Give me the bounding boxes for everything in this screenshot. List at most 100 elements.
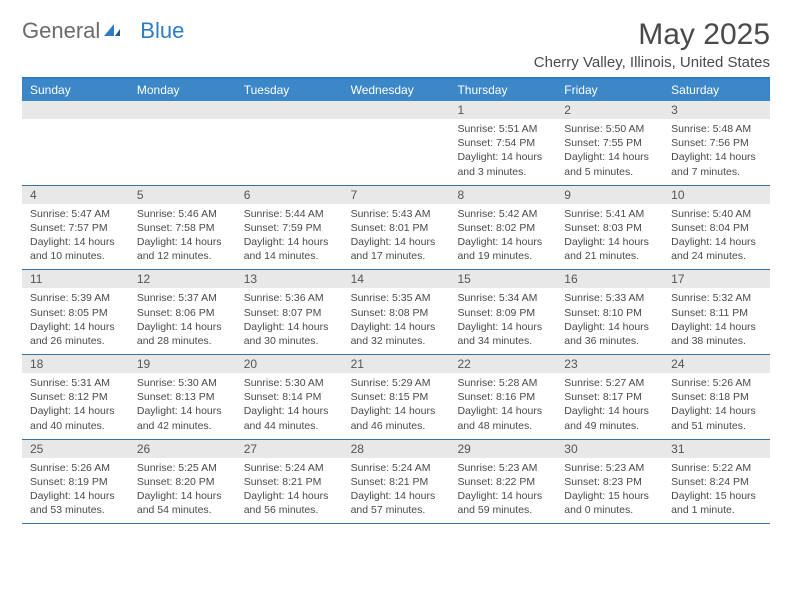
sunset-text: Sunset: 8:13 PM	[137, 390, 228, 404]
day-cell: 7Sunrise: 5:43 AMSunset: 8:01 PMDaylight…	[343, 186, 450, 270]
daylight-text: Daylight: 14 hours and 40 minutes.	[30, 404, 121, 432]
day-number: 9	[556, 186, 663, 204]
weekday-header: Saturday	[663, 79, 770, 101]
day-number: 29	[449, 440, 556, 458]
daylight-text: Daylight: 14 hours and 12 minutes.	[137, 235, 228, 263]
day-cell: 23Sunrise: 5:27 AMSunset: 8:17 PMDayligh…	[556, 355, 663, 439]
sunset-text: Sunset: 8:20 PM	[137, 475, 228, 489]
day-cell: 6Sunrise: 5:44 AMSunset: 7:59 PMDaylight…	[236, 186, 343, 270]
sunset-text: Sunset: 8:04 PM	[671, 221, 762, 235]
sunset-text: Sunset: 8:21 PM	[244, 475, 335, 489]
day-info: Sunrise: 5:29 AMSunset: 8:15 PMDaylight:…	[343, 373, 450, 439]
daylight-text: Daylight: 14 hours and 28 minutes.	[137, 320, 228, 348]
day-cell	[236, 101, 343, 185]
day-cell: 10Sunrise: 5:40 AMSunset: 8:04 PMDayligh…	[663, 186, 770, 270]
sunset-text: Sunset: 8:16 PM	[457, 390, 548, 404]
sunrise-text: Sunrise: 5:32 AM	[671, 291, 762, 305]
daylight-text: Daylight: 14 hours and 46 minutes.	[351, 404, 442, 432]
daylight-text: Daylight: 14 hours and 30 minutes.	[244, 320, 335, 348]
daylight-text: Daylight: 14 hours and 56 minutes.	[244, 489, 335, 517]
day-cell	[22, 101, 129, 185]
day-info: Sunrise: 5:32 AMSunset: 8:11 PMDaylight:…	[663, 288, 770, 354]
day-cell: 4Sunrise: 5:47 AMSunset: 7:57 PMDaylight…	[22, 186, 129, 270]
day-number: 25	[22, 440, 129, 458]
sunrise-text: Sunrise: 5:26 AM	[30, 461, 121, 475]
sunrise-text: Sunrise: 5:51 AM	[457, 122, 548, 136]
day-number: 12	[129, 270, 236, 288]
calendar: Sunday Monday Tuesday Wednesday Thursday…	[22, 77, 770, 524]
day-info: Sunrise: 5:40 AMSunset: 8:04 PMDaylight:…	[663, 204, 770, 270]
day-number: 6	[236, 186, 343, 204]
sunset-text: Sunset: 8:11 PM	[671, 306, 762, 320]
day-cell: 20Sunrise: 5:30 AMSunset: 8:14 PMDayligh…	[236, 355, 343, 439]
day-number: 30	[556, 440, 663, 458]
sunrise-text: Sunrise: 5:33 AM	[564, 291, 655, 305]
day-info: Sunrise: 5:43 AMSunset: 8:01 PMDaylight:…	[343, 204, 450, 270]
logo-sail-icon	[102, 18, 122, 44]
sunset-text: Sunset: 8:07 PM	[244, 306, 335, 320]
day-info: Sunrise: 5:24 AMSunset: 8:21 PMDaylight:…	[343, 458, 450, 524]
logo-text-general: General	[22, 18, 100, 44]
day-cell: 5Sunrise: 5:46 AMSunset: 7:58 PMDaylight…	[129, 186, 236, 270]
weekday-header: Thursday	[449, 79, 556, 101]
day-number: 5	[129, 186, 236, 204]
day-number: 4	[22, 186, 129, 204]
sunset-text: Sunset: 8:06 PM	[137, 306, 228, 320]
sunrise-text: Sunrise: 5:43 AM	[351, 207, 442, 221]
day-number	[236, 101, 343, 119]
day-number: 16	[556, 270, 663, 288]
day-info: Sunrise: 5:33 AMSunset: 8:10 PMDaylight:…	[556, 288, 663, 354]
day-info: Sunrise: 5:47 AMSunset: 7:57 PMDaylight:…	[22, 204, 129, 270]
day-number: 2	[556, 101, 663, 119]
sunset-text: Sunset: 8:01 PM	[351, 221, 442, 235]
sunrise-text: Sunrise: 5:34 AM	[457, 291, 548, 305]
daylight-text: Daylight: 14 hours and 10 minutes.	[30, 235, 121, 263]
daylight-text: Daylight: 14 hours and 32 minutes.	[351, 320, 442, 348]
day-cell	[129, 101, 236, 185]
sunset-text: Sunset: 8:03 PM	[564, 221, 655, 235]
day-number: 21	[343, 355, 450, 373]
day-cell: 15Sunrise: 5:34 AMSunset: 8:09 PMDayligh…	[449, 270, 556, 354]
daylight-text: Daylight: 14 hours and 57 minutes.	[351, 489, 442, 517]
sunrise-text: Sunrise: 5:29 AM	[351, 376, 442, 390]
day-info: Sunrise: 5:22 AMSunset: 8:24 PMDaylight:…	[663, 458, 770, 524]
weekday-header: Wednesday	[343, 79, 450, 101]
day-number: 8	[449, 186, 556, 204]
sunset-text: Sunset: 8:19 PM	[30, 475, 121, 489]
day-cell: 31Sunrise: 5:22 AMSunset: 8:24 PMDayligh…	[663, 440, 770, 524]
sunrise-text: Sunrise: 5:30 AM	[244, 376, 335, 390]
day-number	[343, 101, 450, 119]
sunset-text: Sunset: 8:21 PM	[351, 475, 442, 489]
sunrise-text: Sunrise: 5:44 AM	[244, 207, 335, 221]
day-cell: 24Sunrise: 5:26 AMSunset: 8:18 PMDayligh…	[663, 355, 770, 439]
sunset-text: Sunset: 8:22 PM	[457, 475, 548, 489]
day-info: Sunrise: 5:44 AMSunset: 7:59 PMDaylight:…	[236, 204, 343, 270]
week-row: 18Sunrise: 5:31 AMSunset: 8:12 PMDayligh…	[22, 355, 770, 440]
day-number: 24	[663, 355, 770, 373]
day-number: 19	[129, 355, 236, 373]
day-info: Sunrise: 5:50 AMSunset: 7:55 PMDaylight:…	[556, 119, 663, 185]
sunrise-text: Sunrise: 5:23 AM	[564, 461, 655, 475]
sunset-text: Sunset: 7:57 PM	[30, 221, 121, 235]
day-cell: 1Sunrise: 5:51 AMSunset: 7:54 PMDaylight…	[449, 101, 556, 185]
day-number: 28	[343, 440, 450, 458]
sunrise-text: Sunrise: 5:24 AM	[244, 461, 335, 475]
month-title: May 2025	[534, 18, 770, 52]
day-number: 17	[663, 270, 770, 288]
day-number: 18	[22, 355, 129, 373]
day-info: Sunrise: 5:41 AMSunset: 8:03 PMDaylight:…	[556, 204, 663, 270]
sunset-text: Sunset: 8:24 PM	[671, 475, 762, 489]
sunset-text: Sunset: 8:12 PM	[30, 390, 121, 404]
day-number: 7	[343, 186, 450, 204]
day-cell: 11Sunrise: 5:39 AMSunset: 8:05 PMDayligh…	[22, 270, 129, 354]
day-number: 10	[663, 186, 770, 204]
sunrise-text: Sunrise: 5:40 AM	[671, 207, 762, 221]
sunset-text: Sunset: 8:18 PM	[671, 390, 762, 404]
sunrise-text: Sunrise: 5:30 AM	[137, 376, 228, 390]
day-info: Sunrise: 5:30 AMSunset: 8:14 PMDaylight:…	[236, 373, 343, 439]
sunrise-text: Sunrise: 5:46 AM	[137, 207, 228, 221]
weekday-header-row: Sunday Monday Tuesday Wednesday Thursday…	[22, 79, 770, 101]
sunrise-text: Sunrise: 5:26 AM	[671, 376, 762, 390]
day-info: Sunrise: 5:27 AMSunset: 8:17 PMDaylight:…	[556, 373, 663, 439]
day-cell: 27Sunrise: 5:24 AMSunset: 8:21 PMDayligh…	[236, 440, 343, 524]
